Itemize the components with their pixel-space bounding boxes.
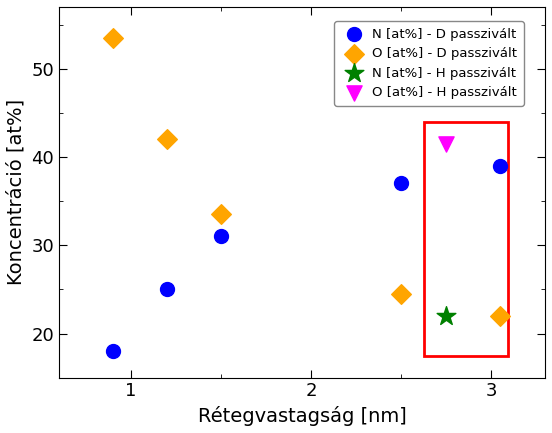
N [at%] - D passzivált [217, 233, 226, 240]
N [at%] - D passzivált [163, 286, 172, 293]
N [at%] - H passzivált [442, 312, 450, 319]
O [at%] - D passzivált [496, 312, 505, 319]
Legend: N [at%] - D passzivált, O [at%] - D passzivált, N [at%] - H passzivált, O [at%] : N [at%] - D passzivált, O [at%] - D pass… [334, 21, 524, 106]
X-axis label: Rétegvastagság [nm]: Rétegvastagság [nm] [198, 406, 406, 426]
Text: Referencia: Referencia [426, 90, 514, 108]
O [at%] - D passzivált [217, 211, 226, 218]
Y-axis label: Koncentráció [at%]: Koncentráció [at%] [7, 99, 26, 285]
O [at%] - D passzivált [109, 34, 118, 41]
N [at%] - D passzivált [109, 348, 118, 355]
N [at%] - D passzivált [397, 180, 406, 187]
O [at%] - D passzivált [397, 291, 406, 297]
Bar [423, 122, 508, 355]
N [at%] - D passzivált [496, 162, 505, 169]
O [at%] - H passzivált [442, 140, 450, 147]
O [at%] - D passzivált [163, 136, 172, 143]
